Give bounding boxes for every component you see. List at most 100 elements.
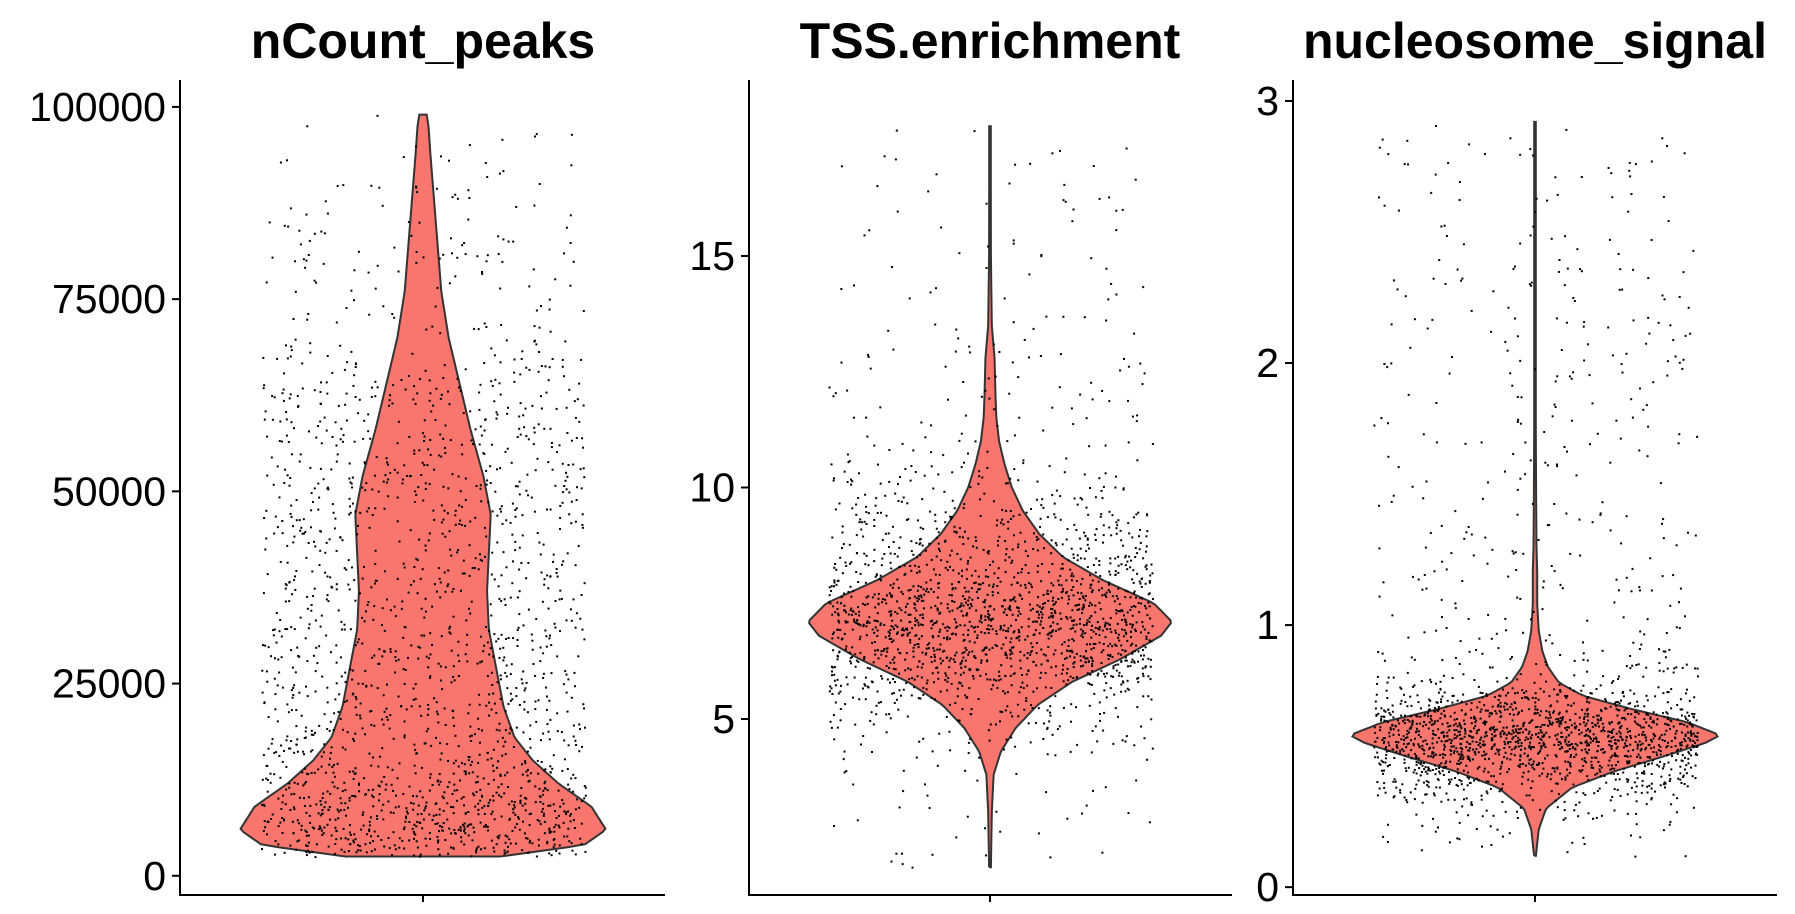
data-point <box>352 384 355 387</box>
data-point <box>1042 533 1045 536</box>
data-point <box>1599 513 1602 516</box>
data-point <box>494 490 497 493</box>
data-point <box>273 677 276 680</box>
data-point <box>1514 728 1517 731</box>
data-point <box>1429 717 1432 720</box>
data-point <box>838 650 841 653</box>
data-point <box>1445 568 1448 571</box>
data-point <box>1438 764 1441 767</box>
data-point <box>858 521 861 524</box>
data-point <box>1063 183 1066 186</box>
data-point <box>582 467 585 470</box>
data-point <box>495 417 498 420</box>
data-point <box>1012 515 1015 518</box>
data-point <box>1423 752 1426 755</box>
data-point <box>1132 581 1135 584</box>
data-point <box>391 313 394 315</box>
data-point <box>1519 763 1522 766</box>
data-point <box>310 492 313 495</box>
data-point <box>1517 418 1520 421</box>
data-point <box>446 785 449 788</box>
data-point <box>278 754 281 757</box>
data-point <box>850 561 853 564</box>
data-point <box>452 665 455 668</box>
data-point <box>1400 714 1403 717</box>
data-point <box>1696 732 1699 734</box>
data-point <box>1080 592 1083 595</box>
data-point <box>899 476 901 478</box>
data-point <box>1017 614 1019 617</box>
data-point <box>1685 717 1687 720</box>
data-point <box>1130 636 1132 639</box>
data-point <box>1597 741 1600 743</box>
data-point <box>486 675 489 678</box>
data-point <box>381 655 384 658</box>
data-point <box>468 144 471 147</box>
data-point <box>917 621 920 624</box>
data-point <box>1423 720 1426 723</box>
data-point <box>514 549 517 552</box>
data-point <box>936 609 939 612</box>
data-point <box>993 572 996 575</box>
data-point <box>520 678 523 681</box>
data-point <box>1545 710 1548 713</box>
data-point <box>1384 791 1387 794</box>
data-point <box>1608 744 1611 746</box>
data-point <box>371 656 374 659</box>
data-point <box>454 523 457 526</box>
data-point <box>460 836 463 839</box>
data-point <box>891 266 893 269</box>
data-point <box>344 802 347 805</box>
data-point <box>451 252 453 255</box>
data-point <box>1635 823 1638 826</box>
data-point <box>351 678 354 681</box>
data-point <box>461 823 464 826</box>
data-point <box>1427 785 1430 788</box>
data-point <box>387 463 389 466</box>
data-point <box>833 477 835 480</box>
data-point <box>1495 712 1498 715</box>
data-point <box>1615 747 1618 750</box>
data-point <box>458 523 461 525</box>
data-point <box>1111 645 1114 648</box>
data-point <box>1567 733 1570 736</box>
data-point <box>289 355 292 358</box>
data-point <box>1642 675 1645 678</box>
data-point <box>536 457 539 460</box>
data-point <box>1502 688 1504 691</box>
data-point <box>989 619 992 622</box>
data-point <box>1050 687 1053 689</box>
data-point <box>1578 733 1581 736</box>
data-point <box>974 626 977 629</box>
data-point <box>1468 757 1471 760</box>
data-point <box>1051 630 1054 633</box>
data-point <box>489 465 492 468</box>
data-point <box>841 637 844 640</box>
data-point <box>282 399 285 402</box>
data-point <box>1556 721 1559 723</box>
data-point <box>913 686 916 689</box>
data-point <box>1091 664 1094 667</box>
data-point <box>287 711 290 714</box>
data-point <box>1609 740 1612 743</box>
data-point <box>1094 725 1097 728</box>
data-point <box>995 679 997 682</box>
data-point <box>422 499 425 502</box>
data-point <box>1094 539 1097 541</box>
data-point <box>854 665 857 668</box>
data-point <box>943 649 946 652</box>
data-point <box>584 794 587 797</box>
data-point <box>1392 796 1395 799</box>
data-point <box>389 648 392 651</box>
data-point <box>1683 768 1686 771</box>
data-point <box>474 428 477 431</box>
data-point <box>843 470 846 473</box>
data-point <box>531 648 534 651</box>
data-point <box>1458 821 1461 824</box>
data-point <box>1446 699 1449 702</box>
data-point <box>513 804 516 807</box>
data-point <box>846 453 849 456</box>
data-point <box>423 440 425 442</box>
data-point <box>1105 696 1108 699</box>
data-point <box>880 650 883 653</box>
